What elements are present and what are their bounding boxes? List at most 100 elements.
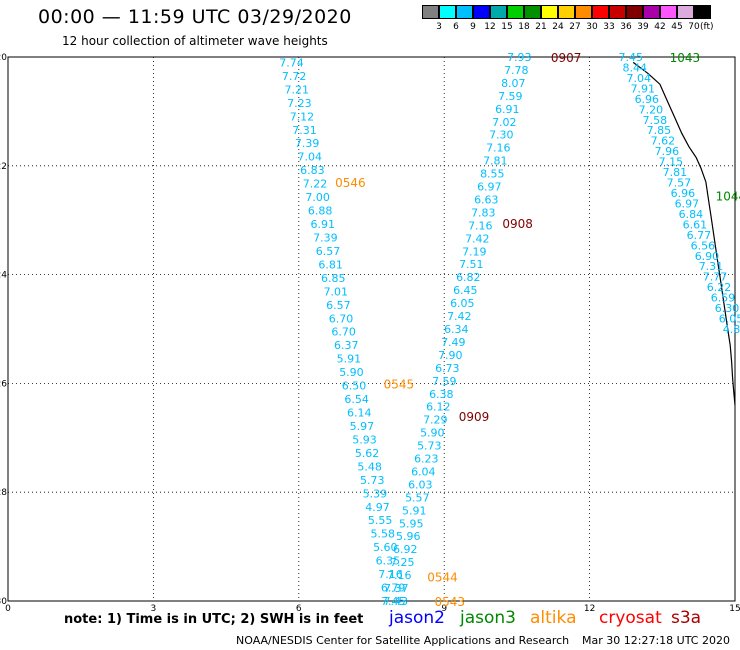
wave-height-label: 6.81	[318, 258, 343, 271]
wave-height-label: 5.58	[370, 528, 395, 541]
wave-height-label: 6.05	[450, 297, 475, 310]
colorbar-swatch	[524, 5, 541, 19]
colorbar-swatch	[643, 5, 660, 19]
wave-height-label: 5.73	[360, 474, 385, 487]
note-text: note: 1) Time is in UTC; 2) SWH is in fe…	[64, 612, 364, 627]
wave-height-label: 7.91	[631, 82, 656, 95]
x-tick-label: 15	[729, 604, 740, 612]
wave-height-label: 7.49	[441, 336, 466, 349]
wave-height-label: 7.31	[699, 260, 724, 273]
wave-height-label: 7.78	[504, 64, 529, 77]
wave-height-label: 7.37	[384, 582, 409, 595]
wave-height-label: 6.37	[334, 339, 359, 352]
chart-title: 00:00 — 11:59 UTC 03/29/2020	[38, 6, 352, 28]
colorbar-label: 45	[671, 22, 683, 32]
colorbar-label: 27	[569, 22, 581, 32]
wave-height-label: 5.48	[357, 460, 382, 473]
wave-height-label: 6.57	[316, 245, 341, 258]
colorbar-swatch	[575, 5, 592, 19]
wave-height-label: 7.00	[305, 191, 330, 204]
wave-height-label: 7.43	[383, 595, 408, 608]
wave-height-label: 4.88	[723, 323, 740, 336]
x-tick-label: 6	[296, 604, 302, 612]
wave-height-label: 7.16	[387, 569, 412, 582]
colorbar-swatch	[694, 5, 711, 19]
wave-height-label: 6.79	[381, 582, 406, 595]
wave-height-label: 6.92	[393, 543, 418, 556]
wave-height-label: 5.55	[368, 514, 393, 527]
wave-height-label: 7.04	[627, 72, 652, 85]
wave-height-label: 6.73	[435, 362, 460, 375]
x-tick-label: 9	[441, 604, 447, 612]
wave-height-label: 8.55	[480, 168, 505, 181]
colorbar-swatch	[558, 5, 575, 19]
wave-height-label: 6.85	[321, 272, 346, 285]
wave-height-label: 6.54	[344, 393, 369, 406]
wave-height-label: 5.93	[352, 433, 377, 446]
colorbar-label: 9	[470, 22, 476, 32]
satellite-jason3: jason3	[460, 608, 516, 628]
wave-height-label: 6.04	[411, 465, 436, 478]
wave-height-label: 8.07	[501, 77, 526, 90]
x-tick-label: 12	[584, 604, 595, 612]
wave-height-label: 5.57	[405, 491, 430, 504]
pass-time-label: 0544	[427, 571, 458, 585]
wave-height-label: 7.45	[381, 595, 406, 608]
wave-height-label: 7.31	[292, 124, 317, 137]
wave-height-label: 7.59	[498, 90, 523, 103]
satellite-altika: altika	[530, 608, 577, 628]
chart-subtitle: 12 hour collection of altimeter wave hei…	[62, 34, 328, 48]
y-tick-label: -26	[0, 379, 7, 389]
colorbar-swatch	[592, 5, 609, 19]
pass-time-label: 1044	[716, 190, 740, 204]
wave-height-label: 7.22	[303, 178, 328, 191]
wave-height-label: 7.42	[447, 310, 472, 323]
wave-height-label: 6.56	[691, 239, 716, 252]
wave-height-label: 7.04	[298, 151, 323, 164]
colorbar-label: 70	[688, 22, 700, 32]
wave-height-label: 5.97	[350, 420, 375, 433]
wave-height-label: 7.16	[486, 142, 511, 155]
colorbar-swatch	[626, 5, 643, 19]
pass-time-label: 1043	[670, 51, 701, 65]
coastline	[632, 61, 736, 406]
wave-height-label: 6.70	[331, 326, 356, 339]
y-tick-label: -24	[0, 271, 7, 281]
satellite-cryosat: cryosat	[599, 608, 662, 628]
wave-height-label: 6.23	[414, 453, 439, 466]
wave-height-label: 7.42	[465, 232, 490, 245]
wave-height-label: 6.84	[679, 208, 704, 221]
wave-height-label: 6.96	[671, 187, 696, 200]
pass-time-label: 0546	[335, 176, 366, 190]
wave-height-label: 7.16	[378, 568, 403, 581]
colorbar-label: 18	[518, 22, 530, 32]
x-tick-label: 0	[5, 604, 11, 612]
wave-height-label: 7.85	[647, 124, 672, 137]
wave-height-label: 8.44	[623, 61, 648, 74]
wave-height-label: 7.21	[284, 83, 309, 96]
wave-height-label: 7.83	[471, 206, 496, 219]
colorbar-label: 39	[637, 22, 649, 32]
y-tick-label: -30	[0, 597, 7, 607]
altimeter-map: 03691215-20-22-24-26-28-307.747.727.217.…	[0, 51, 740, 612]
wave-height-label: 5.60	[373, 541, 398, 554]
wave-height-label: 7.93	[507, 51, 532, 64]
wave-height-label: 7.57	[667, 177, 692, 190]
wave-height-label: 7.96	[655, 145, 680, 158]
wave-height-label: 7.02	[492, 116, 517, 129]
wave-height-label: 7.74	[279, 56, 304, 69]
pass-time-label: 0909	[459, 410, 490, 424]
colorbar-swatch	[677, 5, 694, 19]
wave-height-label: 6.50	[342, 380, 367, 393]
wave-height-label: 5.91	[402, 504, 427, 517]
plot-frame	[7, 56, 736, 602]
wave-height-label: 6.70	[329, 312, 354, 325]
satellite-s3a: s3a	[671, 608, 702, 628]
wave-height-label: 7.12	[290, 110, 315, 123]
colorbar-swatch	[541, 5, 558, 19]
wave-height-label: 5.90	[420, 427, 445, 440]
colorbar-label: 6	[453, 22, 459, 32]
colorbar-label: 12	[484, 22, 496, 32]
wave-height-label: 7.81	[483, 155, 508, 168]
colorbar-unit: (ft)	[700, 22, 714, 32]
